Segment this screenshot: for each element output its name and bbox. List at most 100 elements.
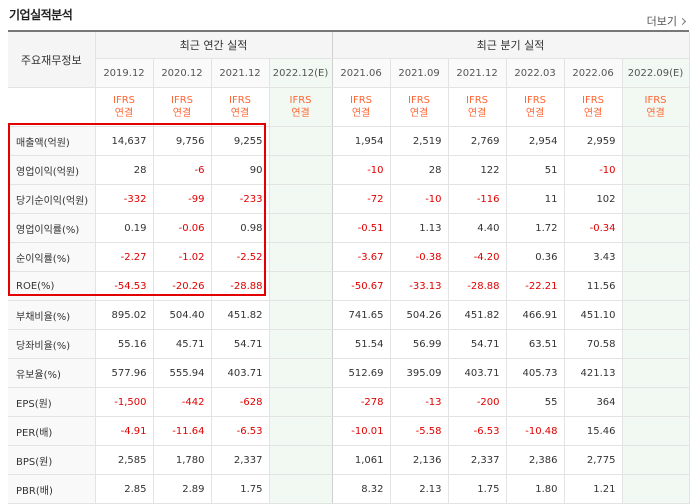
table-cell: -6.53 xyxy=(448,416,507,446)
ifrs-bottom-label: 연결 xyxy=(230,108,250,119)
table-cell xyxy=(622,416,690,446)
period-header: 2022.12(E) xyxy=(269,58,333,88)
table-cell: 403.71 xyxy=(448,358,507,388)
ifrs-bottom-label: 연결 xyxy=(172,108,192,119)
table-cell: -10 xyxy=(564,155,623,185)
table-cell xyxy=(269,416,333,446)
table-cell: 2,954 xyxy=(506,126,565,156)
table-cell: -442 xyxy=(153,387,212,417)
table-row: 매출액(억원) 14,637 9,756 9,255 1,954 2,519 2,769 2,… xyxy=(8,126,690,156)
table-row: 영업이익률(%) 0.19 -0.06 0.98 -0.51 1.13 4.40 1.72 -0… xyxy=(8,213,690,243)
table-cell: 51 xyxy=(506,155,565,185)
table-cell: -0.51 xyxy=(332,213,391,243)
table-cell: 1.21 xyxy=(564,474,623,504)
table-cell xyxy=(622,213,690,243)
table-cell: -28.88 xyxy=(211,271,270,301)
table-cell: 51.54 xyxy=(332,329,391,359)
period-header: 2021.09 xyxy=(390,58,449,88)
row-label: 당좌비율(%) xyxy=(8,329,96,359)
table-cell: 2,337 xyxy=(211,445,270,475)
table-cell: -20.26 xyxy=(153,271,212,301)
top-divider xyxy=(8,30,689,32)
ifrs-top-label: IFRS xyxy=(229,95,251,106)
group-annual: 최근 연간 실적 xyxy=(95,32,333,59)
period-header: 2022.09(E) xyxy=(622,58,690,88)
table-row: PBR(배) 2.85 2.89 1.75 8.32 2.13 1.75 1.80 1.21 xyxy=(8,474,690,504)
table-cell: -116 xyxy=(448,184,507,214)
table-cell: -4.20 xyxy=(448,242,507,272)
table-cell: -233 xyxy=(211,184,270,214)
table-cell: -10 xyxy=(332,155,391,185)
table-cell: 122 xyxy=(448,155,507,185)
table-cell: -0.34 xyxy=(564,213,623,243)
ifrs-badge: IFRS 연결 xyxy=(564,87,623,127)
table-cell: 90 xyxy=(211,155,270,185)
table-cell: -10.48 xyxy=(506,416,565,446)
table-cell: 405.73 xyxy=(506,358,565,388)
table-row: 영업이익(억원) 28 -6 90 -10 28 122 51 -10 xyxy=(8,155,690,185)
ifrs-top-label: IFRS xyxy=(171,95,193,106)
table-cell xyxy=(269,358,333,388)
ifrs-badge: IFRS 연결 xyxy=(95,87,154,127)
table-cell xyxy=(622,329,690,359)
ifrs-bottom-label: 연결 xyxy=(467,108,487,119)
table-cell: 9,255 xyxy=(211,126,270,156)
table-cell: 63.51 xyxy=(506,329,565,359)
table-cell: 555.94 xyxy=(153,358,212,388)
table-cell xyxy=(622,387,690,417)
table-cell: 28 xyxy=(390,155,449,185)
ifrs-top-label: IFRS xyxy=(350,95,373,106)
ifrs-top-label: IFRS xyxy=(408,95,431,106)
table-cell xyxy=(622,445,690,475)
row-label: 순이익률(%) xyxy=(8,242,96,272)
ifrs-top-label: IFRS xyxy=(289,95,312,106)
table-cell: 8.32 xyxy=(332,474,391,504)
table-row: BPS(원) 2,585 1,780 2,337 1,061 2,136 2,337 2,38… xyxy=(8,445,690,475)
table-cell: 1,780 xyxy=(153,445,212,475)
table-cell: -10.01 xyxy=(332,416,391,446)
table-cell: 1.75 xyxy=(448,474,507,504)
table-cell xyxy=(269,213,333,243)
ifrs-bottom-label: 연결 xyxy=(409,108,429,119)
table-cell: 895.02 xyxy=(95,300,154,330)
ifrs-badge: IFRS 연결 xyxy=(153,87,212,127)
ifrs-badge: IFRS 연결 xyxy=(332,87,391,127)
table-cell: 70.58 xyxy=(564,329,623,359)
period-label: 2022.09(E) xyxy=(627,67,684,79)
period-header: 2021.12 xyxy=(448,58,507,88)
table-cell: -1.02 xyxy=(153,242,212,272)
ifrs-badge: IFRS 연결 xyxy=(448,87,507,127)
table-cell: 54.71 xyxy=(448,329,507,359)
table-cell: 45.71 xyxy=(153,329,212,359)
row-label: 부채비율(%) xyxy=(8,300,96,330)
table-row: 유보율(%) 577.96 555.94 403.71 512.69 395.09 403.… xyxy=(8,358,690,388)
table-cell: 2,386 xyxy=(506,445,565,475)
table-cell: 102 xyxy=(564,184,623,214)
table-cell xyxy=(269,184,333,214)
table-cell: 2,775 xyxy=(564,445,623,475)
table-cell: 2,519 xyxy=(390,126,449,156)
more-link[interactable]: 더보기 xyxy=(647,13,687,29)
table-cell xyxy=(622,242,690,272)
corner-label: 주요재무정보 xyxy=(8,32,96,88)
row-label: 당기순이익(억원) xyxy=(8,184,96,214)
table-cell: -54.53 xyxy=(95,271,154,301)
table-cell: 2,585 xyxy=(95,445,154,475)
table-cell xyxy=(269,155,333,185)
table-cell: -4.91 xyxy=(95,416,154,446)
table-cell: 1.80 xyxy=(506,474,565,504)
table-cell xyxy=(622,300,690,330)
ifrs-top-label: IFRS xyxy=(644,95,667,106)
table-cell: 1.72 xyxy=(506,213,565,243)
table-cell xyxy=(622,474,690,504)
table-cell: 55 xyxy=(506,387,565,417)
ifrs-bottom-label: 연결 xyxy=(646,108,665,119)
table-cell: 1.75 xyxy=(211,474,270,504)
table-cell: 54.71 xyxy=(211,329,270,359)
table-cell: 1,061 xyxy=(332,445,391,475)
table-cell xyxy=(622,184,690,214)
table-cell: 14,637 xyxy=(95,126,154,156)
table-cell: 2.85 xyxy=(95,474,154,504)
table-row: 당좌비율(%) 55.16 45.71 54.71 51.54 56.99 54.71 63.… xyxy=(8,329,690,359)
table-cell: -0.38 xyxy=(390,242,449,272)
